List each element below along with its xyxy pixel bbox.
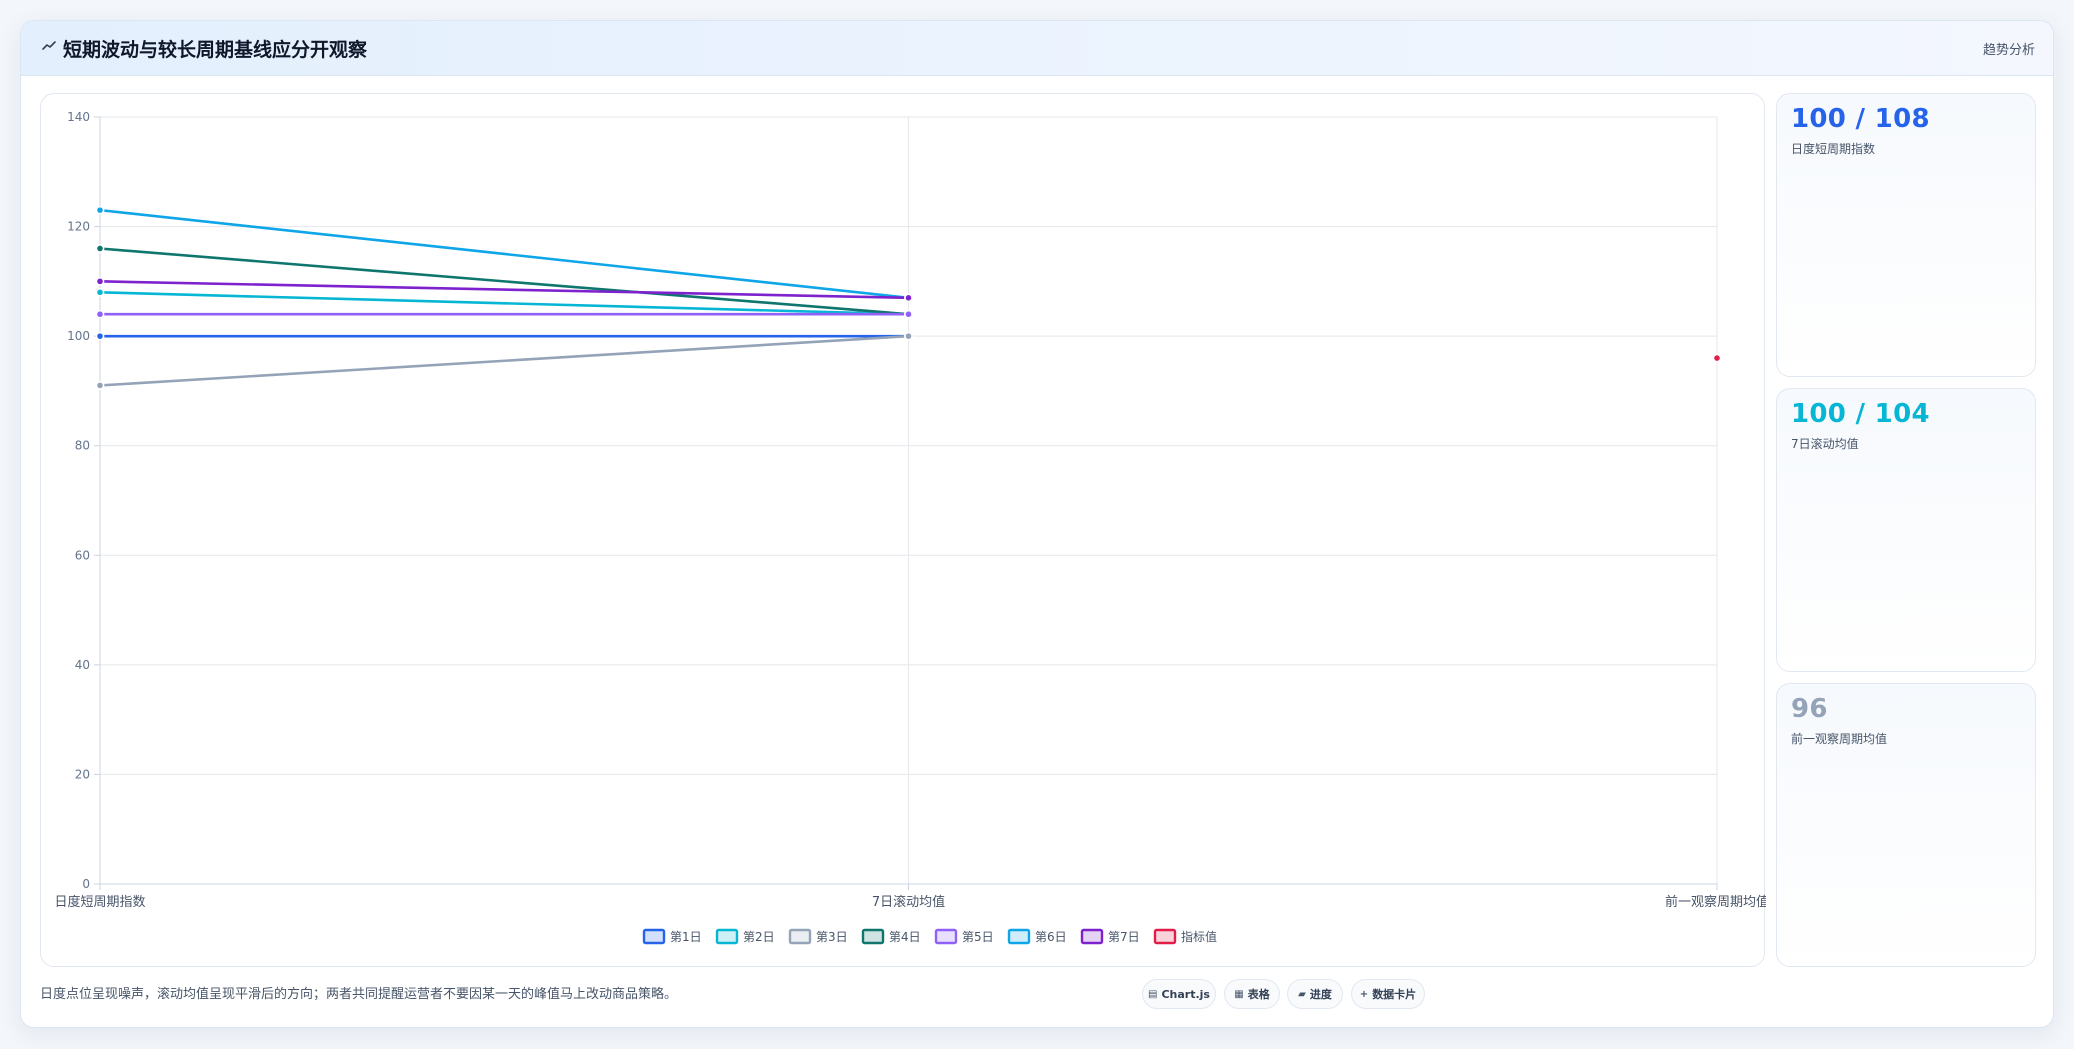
footnote: 日度点位呈现噪声，滚动均值呈现平滑后的方向；两者共同提醒运营者不要因某一天的峰值… (40, 987, 678, 1002)
data-point (95, 276, 105, 286)
progress-pill[interactable]: ▰ 进度 (1287, 979, 1343, 1009)
y-tick-label: 80 (75, 439, 90, 453)
data-point (904, 293, 913, 303)
data-point (95, 331, 105, 341)
series-line (98, 291, 910, 316)
table-icon: ▦ (1234, 988, 1244, 1000)
page-title: 短期波动与较长周期基线应分开观察 (63, 39, 368, 61)
series-line (98, 334, 910, 387)
legend-swatch (642, 928, 666, 945)
chart-card: 0 20 40 60 80 100 120 140 日度短周期指数 7日滚动均值 前一观察周期均值第… (40, 93, 1769, 967)
series-line (98, 280, 910, 300)
data-point (95, 309, 105, 319)
legend-label: 第2日 (743, 930, 775, 944)
legend-label: 指标值 (1181, 929, 1217, 944)
data-point (95, 205, 105, 215)
legend-swatch (715, 928, 739, 945)
category-tag: 趋势分析 (1982, 43, 2035, 58)
series-line (98, 247, 910, 316)
x-tick-label: 7日滚动均值 (872, 894, 945, 910)
y-tick-label: 20 (75, 767, 90, 781)
y-tick-label: 40 (75, 658, 90, 672)
legend-swatch (861, 928, 885, 945)
legend-label: 第5日 (962, 930, 994, 944)
y-tick-label: 120 (67, 220, 90, 234)
series-line (98, 208, 910, 300)
pill-label: 进度 (1309, 988, 1332, 1001)
y-tick-label: 140 (67, 110, 90, 124)
data-point (904, 309, 913, 319)
chart-icon: ▤ (1148, 988, 1158, 1000)
kpi-value: 96 (1791, 694, 1828, 724)
trend-icon (42, 41, 56, 50)
kpi-value: 100 / 108 (1791, 104, 1930, 134)
main-panel: 短期波动与较长周期基线应分开观察 趋势分析 0 20 40 60 80 100 120 140… (20, 20, 2054, 1028)
kpi-card-previous: 96 前一观察周期均值 (1776, 683, 2036, 967)
legend-label: 第6日 (1035, 930, 1067, 944)
x-tick-label: 日度短周期指数 (54, 894, 145, 910)
legend-label: 第7日 (1108, 930, 1140, 944)
table-pill[interactable]: ▦ 表格 (1224, 979, 1280, 1009)
legend-swatch (1007, 928, 1031, 945)
pill-label: 数据卡片 (1372, 988, 1417, 1001)
data-point (95, 244, 105, 253)
y-tick-label: 0 (82, 877, 90, 891)
data-point (904, 331, 913, 341)
y-tick-label: 100 (67, 329, 90, 343)
progress-icon: ▰ (1298, 988, 1306, 1000)
legend-swatch (1153, 928, 1177, 945)
panel-header: 短期波动与较长周期基线应分开观察 趋势分析 (21, 21, 2053, 76)
y-tick-label: 60 (75, 548, 90, 562)
kpi-value: 100 / 104 (1791, 399, 1930, 429)
legend-swatch (934, 928, 958, 945)
data-point (95, 287, 105, 297)
kpi-card-rolling: 100 / 104 7日滚动均值 (1776, 388, 2036, 672)
kpi-label: 日度短周期指数 (1791, 142, 1876, 156)
pill-label: Chart.js (1161, 987, 1210, 1001)
data-point (95, 381, 105, 390)
legend-label: 第1日 (670, 930, 702, 944)
plus-icon: + (1359, 988, 1369, 1000)
legend-swatch (788, 928, 812, 945)
legend-swatch (1080, 928, 1104, 945)
data-point (1712, 353, 1722, 363)
data-card-pill[interactable]: + 数据卡片 (1351, 979, 1425, 1009)
kpi-label: 前一观察周期均值 (1791, 732, 1888, 746)
kpi-card-daily: 100 / 108 日度短周期指数 (1776, 93, 2036, 377)
pill-label: 表格 (1247, 988, 1270, 1001)
legend-label: 第3日 (816, 930, 848, 944)
x-tick-label: 前一观察周期均值 (1665, 894, 1766, 910)
chartjs-pill[interactable]: ▤ Chart.js (1142, 979, 1216, 1009)
kpi-label: 7日滚动均值 (1791, 437, 1859, 451)
legend-label: 第4日 (889, 930, 921, 944)
line-chart: 0 20 40 60 80 100 120 140 日度短周期指数 7日滚动均值 前一观察周期均值第… (54, 110, 1769, 945)
